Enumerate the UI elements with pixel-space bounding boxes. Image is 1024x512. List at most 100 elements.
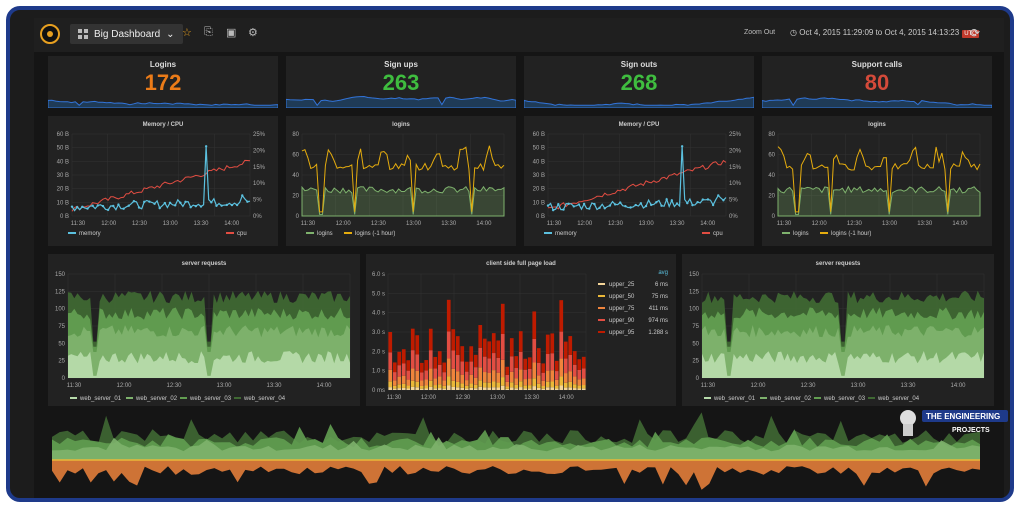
memory-point — [153, 202, 156, 205]
y-tick-label: 50 — [692, 341, 699, 347]
memory-point — [644, 204, 648, 208]
x-tick-label: 12:30 — [608, 221, 624, 227]
memory-cpu-panel-right[interactable]: Memory / CPU 60 B 50 B 40 B 30 B 20 B 10 B 0 B 2… — [524, 116, 754, 246]
stat-panel-sign-ups[interactable]: Sign ups 263 — [286, 56, 516, 108]
memory-point — [675, 202, 679, 205]
logins-series-area — [777, 185, 981, 217]
stat-panel-support-calls[interactable]: Support calls 80 — [762, 56, 992, 108]
logins-panel-right[interactable]: logins 80 60 40 20 0 11:30 12:00 12:30 13:00 13:30… — [762, 116, 992, 246]
y-tick-label: 10 B — [533, 200, 545, 206]
bar-segment — [500, 377, 505, 386]
legend-swatch — [126, 397, 133, 399]
bar-segment — [442, 385, 447, 389]
zoom-out-button[interactable]: Zoom Out — [744, 29, 776, 36]
client-page-load-panel[interactable]: client side full page load 6.0 s 5.0 s 4.0 … — [366, 254, 676, 406]
save-icon[interactable]: ▣ — [226, 27, 237, 39]
bar-segment — [491, 370, 496, 382]
x-tick-label: 13:00 — [882, 221, 898, 227]
stat-panel-logins[interactable]: Logins 172 — [48, 56, 278, 108]
bar-segment — [545, 381, 550, 388]
stat-sparkline — [762, 97, 992, 108]
bar-segment — [464, 388, 469, 390]
dashboard-picker-button[interactable]: Big Dashboard ⌄ — [70, 24, 183, 44]
bar-segment — [518, 387, 523, 390]
bar-segment — [419, 380, 424, 386]
x-tick-label: 11:30 — [701, 383, 716, 389]
memory-cpu-panel-left[interactable]: Memory / CPU 60 B 50 B 40 B 30 B 20 B 10 B 0 B 2… — [48, 116, 278, 246]
refresh-icon[interactable]: ⟳ — [970, 26, 981, 40]
bar-segment — [527, 378, 532, 386]
legend-swatch — [70, 397, 77, 399]
memory-point — [546, 204, 550, 207]
bar-segment — [473, 388, 478, 390]
y-tick-label: 100 — [689, 307, 700, 313]
settings-gear-icon[interactable]: ⚙ — [248, 27, 258, 39]
legend-swatch-memory — [68, 232, 76, 234]
screenshot-frame: Big Dashboard ⌄ ☆ ⎘ ▣ ⚙ Zoom Out ◷ Oct 4… — [6, 6, 1014, 502]
memory-point — [179, 201, 182, 204]
watermark-banner — [922, 410, 1008, 422]
bottom-area-green — [52, 437, 980, 460]
logins-panel-left[interactable]: logins 80 60 40 20 0 11:30 12:00 12:30 13:00 13:30… — [286, 116, 516, 246]
memory-point — [696, 200, 699, 204]
time-range-picker[interactable]: ◷ Oct 4, 2015 11:29:09 to Oct 4, 2015 14… — [790, 28, 979, 38]
bar-segment — [491, 353, 496, 371]
share-icon[interactable]: ⎘ — [204, 26, 213, 38]
bar-segment — [509, 387, 514, 390]
y-tick-label: 125 — [55, 289, 66, 295]
bar-segment — [554, 360, 559, 372]
bar-segment — [536, 375, 541, 384]
panel-graph: server requests 150 125 100 75 50 25 011:30 12:0… — [55, 261, 351, 402]
y-tick-label: 60 — [292, 153, 299, 159]
bar-segment — [442, 388, 447, 390]
x-tick-label: 14:00 — [476, 221, 492, 227]
bar-segment — [388, 352, 393, 370]
grafana-logo-icon[interactable] — [40, 24, 60, 44]
y-tick-label: 0 — [62, 376, 66, 382]
bar-segment — [401, 349, 406, 364]
bar-segment — [469, 346, 474, 362]
panel-graph: Memory / CPU 60 B 50 B 40 B 30 B 20 B 10 B 0 B 2… — [533, 122, 742, 237]
stat-panel-sign-outs[interactable]: Sign outs 268 — [524, 56, 754, 108]
x-tick-label: 12:30 — [455, 395, 471, 401]
x-tick-label: 13:00 — [850, 383, 866, 389]
memory-point — [184, 200, 187, 204]
x-tick-label: 12:30 — [371, 221, 387, 227]
legend-swatch — [704, 397, 711, 399]
server-requests-panel-right[interactable]: server requests 150 125 100 75 50 25 0 11:30 12:0… — [682, 254, 994, 406]
clock-icon: ◷ — [790, 28, 797, 37]
memory-point — [70, 205, 74, 208]
panel-graph: logins 80 60 40 20 011:30 12:00 12:30 13:00 13:30… — [292, 122, 505, 237]
bar-segment — [541, 380, 546, 387]
bar-segment — [469, 374, 474, 384]
bar-segment — [392, 388, 397, 390]
bar-segment — [415, 354, 420, 371]
bar-segment — [392, 362, 397, 373]
bar-segment — [424, 370, 429, 380]
panel-title: Memory / CPU — [143, 122, 184, 128]
bar-segment — [509, 338, 514, 357]
bottom-wide-graph — [52, 412, 980, 490]
bar-segment — [550, 353, 555, 371]
bar-segment — [473, 377, 478, 385]
bar-segment — [437, 388, 442, 390]
y-tick-label: 100 — [55, 307, 66, 313]
y-tick-label: 10 B — [57, 200, 69, 206]
bar-segment — [514, 384, 519, 389]
memory-point — [173, 204, 177, 207]
bar-segment — [572, 384, 577, 389]
bar-segment — [523, 385, 528, 389]
memory-point — [246, 200, 249, 203]
server-requests-panel-left[interactable]: server requests 150 125 100 75 50 25 0 11:30 12:0… — [48, 254, 360, 406]
y-tick-label: 75 — [58, 324, 65, 330]
x-tick-label: 14:00 — [952, 221, 968, 227]
bar-segment — [451, 386, 456, 390]
memory-point — [168, 201, 172, 204]
memory-point — [148, 200, 151, 203]
memory-point — [91, 204, 94, 207]
star-icon[interactable]: ☆ — [182, 27, 192, 39]
bar-segment — [424, 385, 429, 389]
legend-web_server_03: web_server_03 — [823, 396, 866, 402]
bar-segment — [410, 368, 415, 381]
y-tick-label: 3.0 s — [372, 330, 385, 336]
